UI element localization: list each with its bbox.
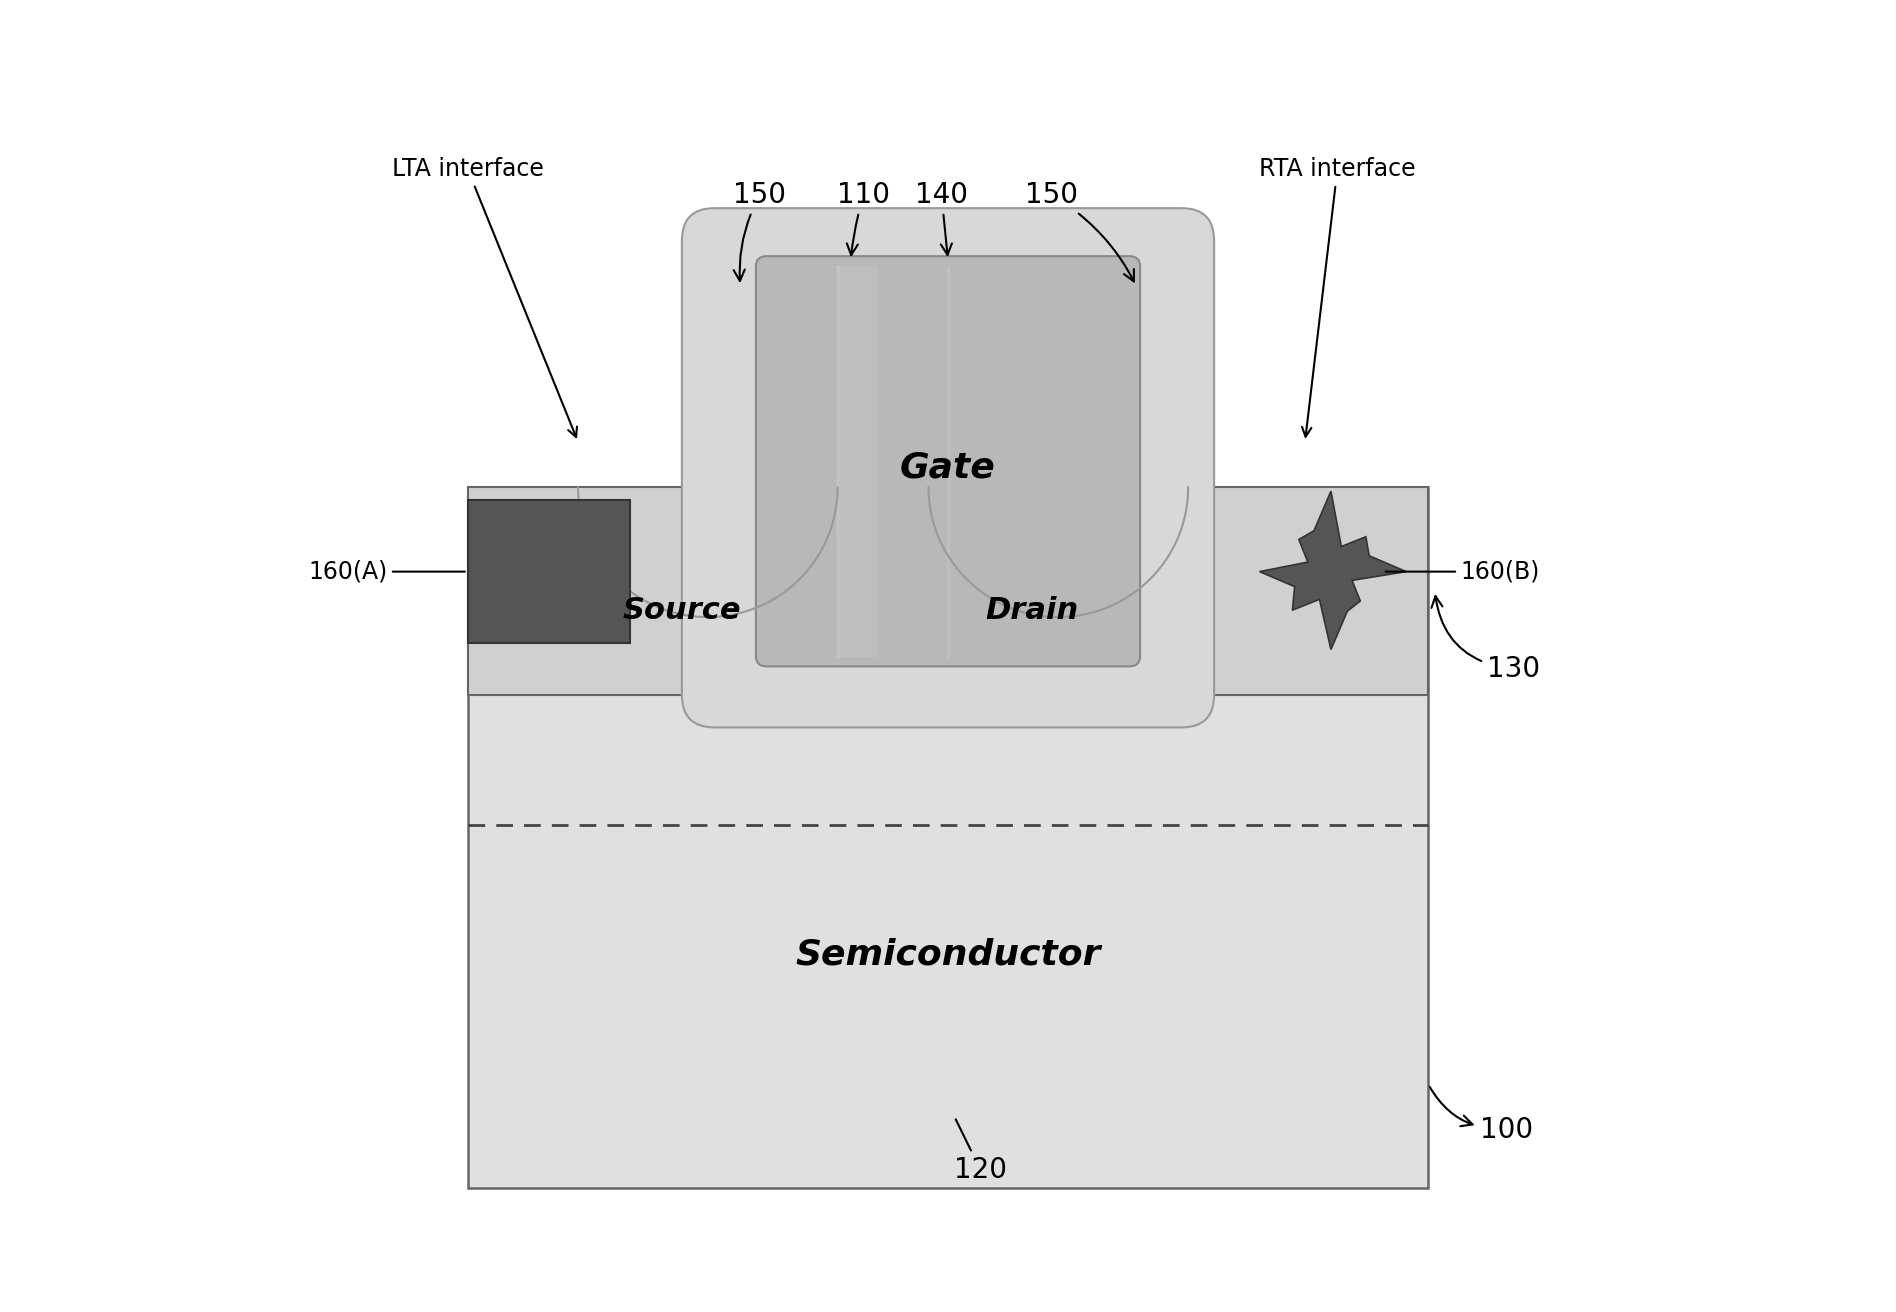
Text: 160(B): 160(B): [1386, 560, 1540, 584]
Text: LTA interface: LTA interface: [392, 157, 576, 437]
Bar: [468, 487, 1428, 1189]
Bar: [468, 487, 1428, 695]
Polygon shape: [1259, 491, 1407, 649]
Text: 150: 150: [1026, 181, 1134, 282]
FancyBboxPatch shape: [683, 209, 1213, 727]
Text: Gate: Gate: [901, 451, 995, 484]
Bar: [468, 500, 629, 643]
Text: RTA interface: RTA interface: [1259, 157, 1416, 437]
Text: 150: 150: [734, 181, 787, 281]
Text: 140: 140: [916, 181, 969, 255]
Text: Semiconductor: Semiconductor: [794, 938, 1102, 972]
Text: Source: Source: [622, 596, 741, 625]
Text: 130: 130: [1431, 596, 1540, 684]
Text: 110: 110: [838, 181, 889, 255]
Text: 100: 100: [1430, 1086, 1534, 1144]
Text: Drain: Drain: [986, 596, 1079, 625]
FancyBboxPatch shape: [757, 256, 1139, 666]
Text: 120: 120: [954, 1119, 1007, 1183]
Text: 160(A): 160(A): [307, 560, 465, 584]
